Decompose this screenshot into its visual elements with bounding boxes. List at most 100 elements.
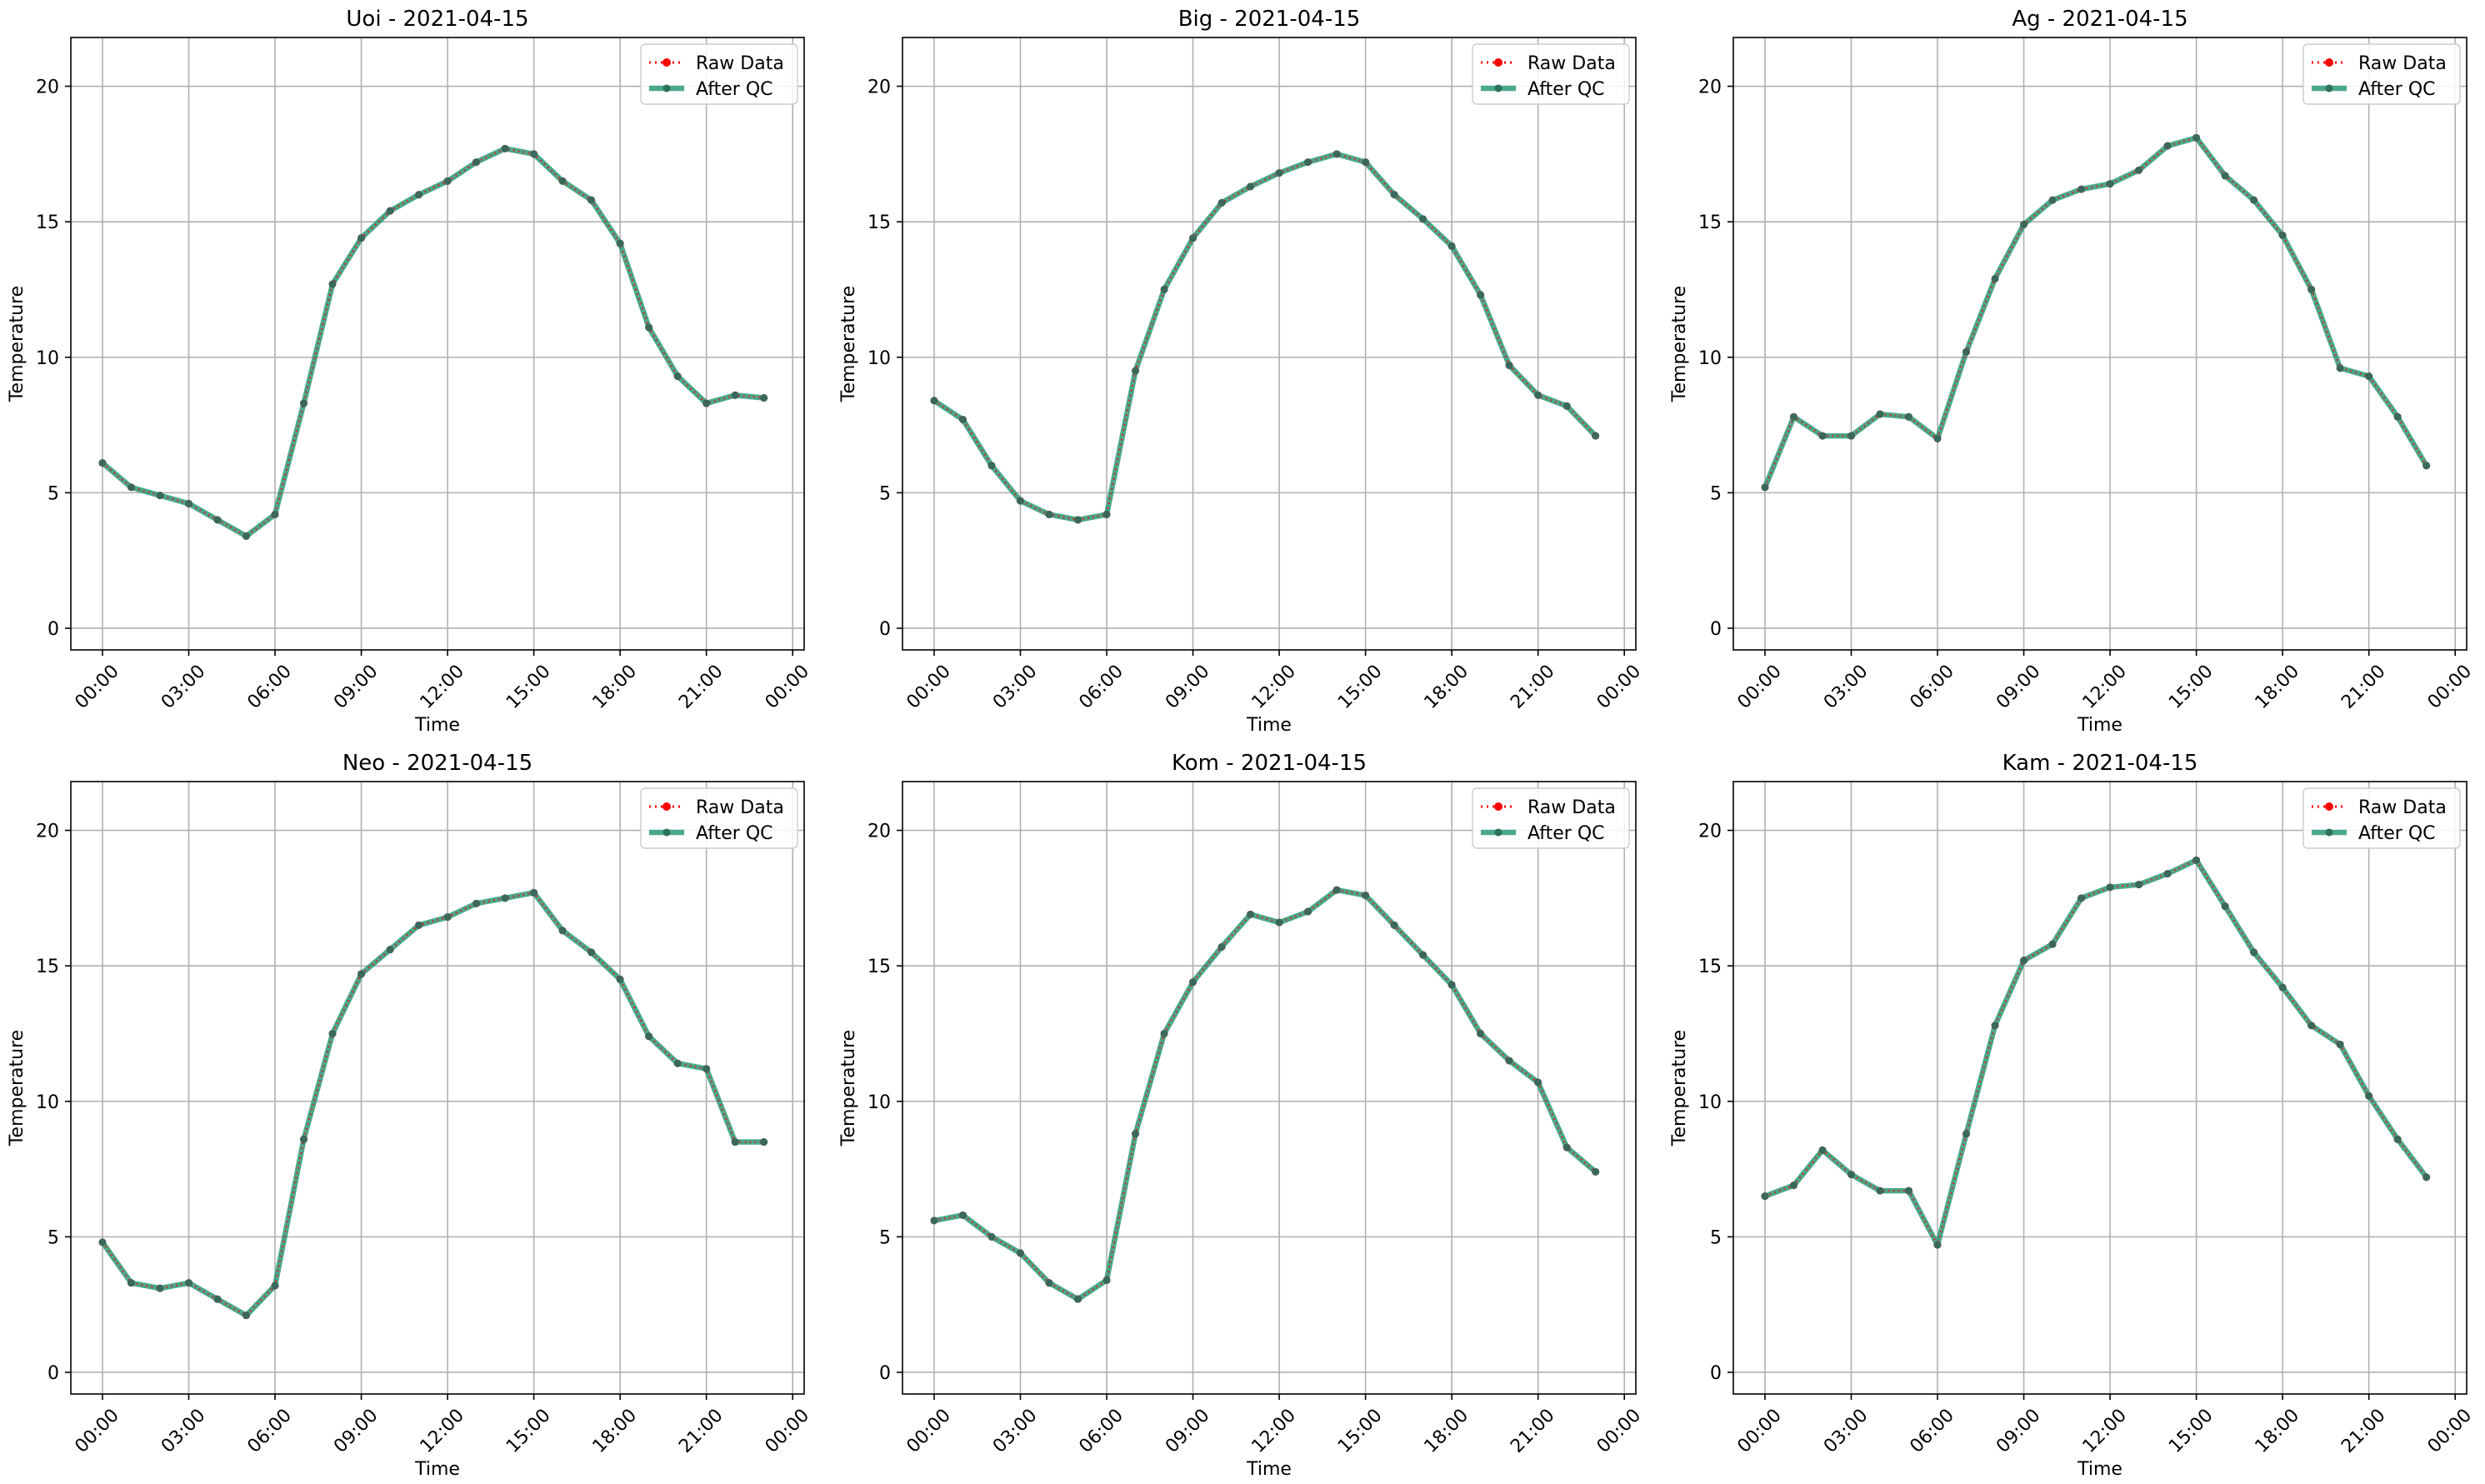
after-qc-point (2308, 1022, 2316, 1030)
subplot-2: 0 5 10 15 20 00:00 03:00 06:00 09:00 12:00 15:00 18… (838, 7, 1645, 736)
y-axis-label: Temperature (7, 286, 28, 402)
x-tick-label: 15:00 (502, 661, 555, 713)
x-axis-label: Time (2077, 1459, 2122, 1480)
legend-label-raw-data: Raw Data (1528, 53, 1616, 74)
x-tick-label: 12:00 (2079, 1405, 2132, 1457)
series-line-raw-data (102, 892, 764, 1317)
after-qc-point (184, 1279, 192, 1287)
after-qc-point (501, 894, 509, 902)
x-tick-label: 03:00 (1820, 661, 1872, 713)
legend-label-raw-data: Raw Data (2358, 53, 2447, 74)
x-tick-label: 18:00 (589, 1405, 642, 1457)
legend-label-raw-data: Raw Data (2358, 797, 2447, 818)
after-qc-point (1962, 347, 1971, 356)
legend-label-raw-data: Raw Data (696, 53, 784, 74)
after-qc-point (958, 1211, 967, 1219)
after-qc-point (443, 913, 452, 922)
subplot-title: Ag - 2021-04-15 (2012, 7, 2188, 32)
after-qc-point (616, 239, 624, 247)
x-tick-label: 06:00 (1906, 661, 1958, 713)
after-qc-point (2192, 856, 2201, 864)
y-tick-label: 15 (868, 957, 891, 977)
after-qc-point (616, 975, 624, 983)
after-qc-point (213, 1295, 222, 1303)
x-tick-label: 15:00 (1334, 661, 1387, 713)
after-qc-point (2365, 372, 2373, 381)
x-tick-label: 00:00 (902, 1405, 955, 1457)
x-tick-label: 00:00 (902, 661, 955, 713)
y-axis-label: Temperature (1669, 1030, 1690, 1147)
y-tick-label: 20 (36, 77, 59, 98)
after-qc-point (1505, 1057, 1513, 1065)
after-qc-point (1218, 198, 1226, 207)
y-tick-label: 0 (48, 619, 59, 640)
legend-label-after-qc: After QC (696, 79, 773, 100)
after-qc-point (127, 483, 135, 492)
after-qc-point (760, 394, 768, 402)
x-tick-label: 00:00 (762, 1405, 814, 1457)
legend-marker-raw-data (1494, 58, 1502, 67)
after-qc-point (702, 1065, 711, 1073)
after-qc-point (1016, 1249, 1024, 1257)
after-qc-point (988, 1232, 996, 1241)
x-axis-label: Time (2077, 715, 2122, 736)
x-tick-label: 18:00 (589, 661, 642, 713)
x-tick-label: 00:00 (1593, 661, 1646, 713)
after-qc-point (2250, 948, 2258, 957)
after-qc-point (1390, 921, 1398, 929)
after-qc-point (1102, 510, 1111, 518)
after-qc-point (988, 462, 996, 470)
after-qc-point (1390, 191, 1398, 199)
subplot-title: Neo - 2021-04-15 (342, 751, 532, 776)
after-qc-point (1419, 951, 1428, 959)
series-line-after-qc (100, 146, 764, 539)
after-qc-point (472, 899, 481, 907)
after-qc-point (1789, 412, 1798, 421)
after-qc-point (558, 927, 567, 935)
x-tick-label: 09:00 (1992, 661, 2045, 713)
x-tick-label: 00:00 (1593, 1405, 1646, 1457)
y-tick-label: 20 (868, 822, 891, 842)
axes-frame (70, 781, 805, 1395)
after-qc-point (1905, 412, 1913, 421)
after-qc-point (358, 970, 366, 978)
subplot-5: 0 5 10 15 20 00:00 03:00 06:00 09:00 12:00 15:00 18… (838, 751, 1645, 1480)
x-tick-label: 09:00 (330, 1405, 382, 1457)
after-qc-point (1332, 886, 1341, 894)
y-axis-label: Temperature (838, 286, 859, 402)
y-tick-label: 15 (1698, 957, 1722, 977)
x-tick-label: 12:00 (2079, 661, 2132, 713)
x-tick-label: 21:00 (1507, 1405, 1559, 1457)
after-qc-point (2221, 172, 2229, 180)
after-qc-point (2135, 166, 2143, 174)
x-tick-label: 06:00 (243, 661, 296, 713)
subplot-title: Uoi - 2021-04-15 (346, 7, 528, 32)
series-line-after-qc (100, 890, 764, 1318)
after-qc-point (1933, 434, 1942, 442)
series-line-after-qc (1763, 857, 2429, 1248)
after-qc-point (1102, 1276, 1111, 1284)
y-tick-label: 10 (868, 348, 891, 369)
after-qc-point (2048, 196, 2057, 204)
x-tick-label: 15:00 (502, 1405, 555, 1457)
after-qc-point (2308, 285, 2316, 293)
x-tick-label: 09:00 (1992, 1405, 2045, 1457)
after-qc-point (731, 1138, 739, 1147)
after-qc-point (1477, 1029, 1485, 1037)
after-qc-point (1132, 367, 1140, 375)
legend-label-after-qc: After QC (1528, 79, 1605, 100)
after-qc-point (1991, 274, 1999, 282)
x-tick-label: 18:00 (1421, 1405, 1473, 1457)
after-qc-point (2078, 185, 2086, 193)
after-qc-point (1275, 169, 1283, 177)
after-qc-point (386, 946, 394, 954)
x-tick-label: 03:00 (1820, 1405, 1872, 1457)
x-tick-label: 06:00 (243, 1405, 296, 1457)
x-tick-label: 06:00 (1075, 661, 1128, 713)
after-qc-point (127, 1279, 135, 1287)
after-qc-point (472, 158, 481, 167)
after-qc-point (760, 1138, 768, 1147)
after-qc-point (588, 196, 596, 204)
legend-label-raw-data: Raw Data (1528, 797, 1616, 818)
